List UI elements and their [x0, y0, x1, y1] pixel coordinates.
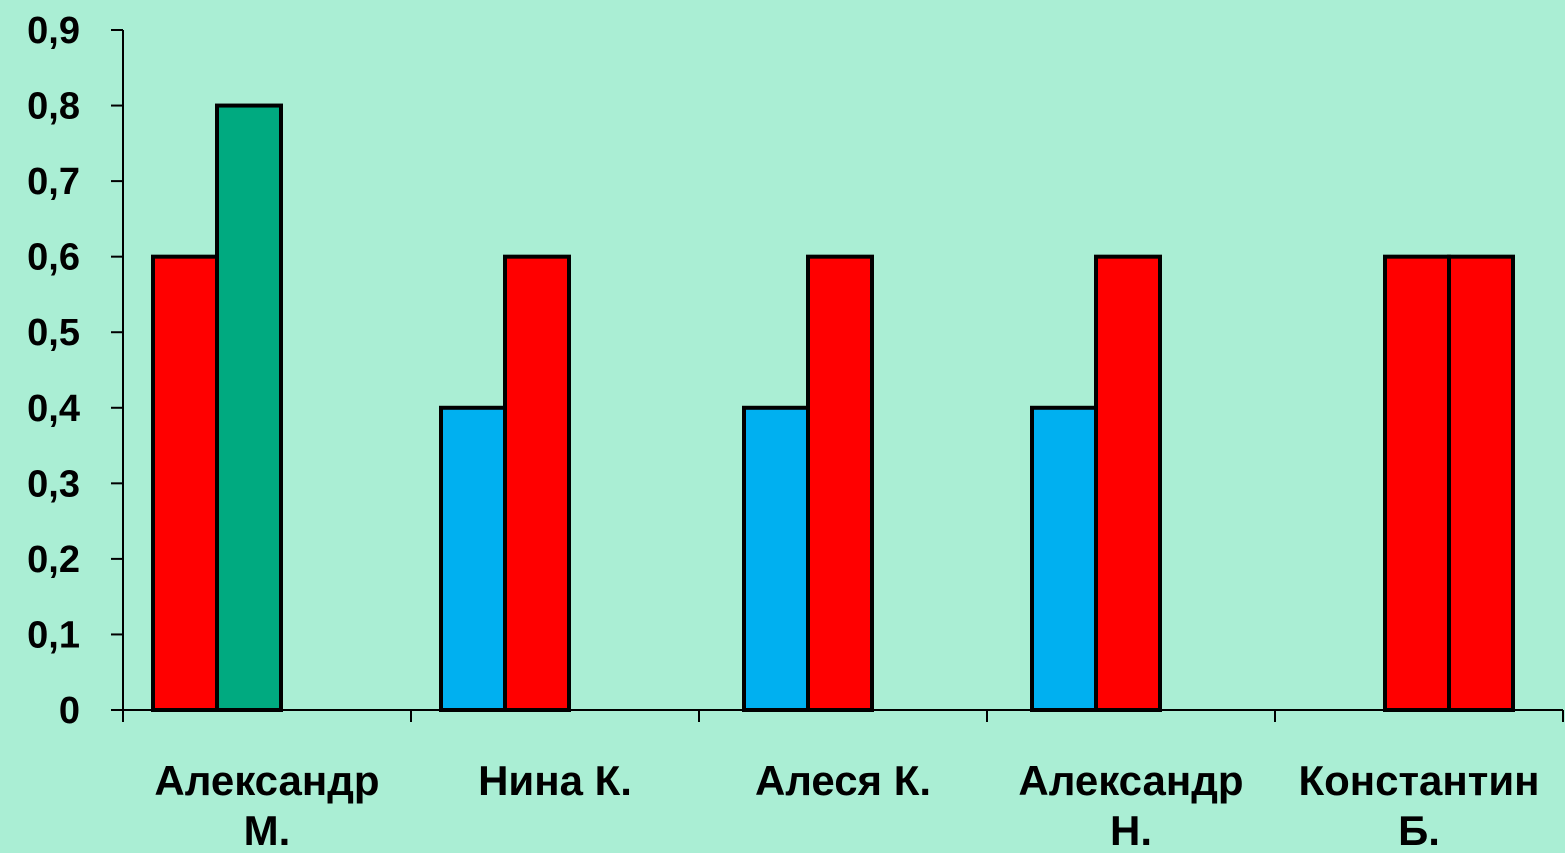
y-tick-label: 0 [59, 690, 80, 732]
category-label: Б. [1398, 807, 1440, 853]
bar [806, 254, 874, 712]
bar [439, 405, 507, 712]
y-tick-label: 0,5 [27, 312, 80, 354]
y-tick-label: 0,2 [27, 539, 80, 581]
y-tick-label: 0,9 [27, 10, 80, 52]
category-label: Александр [1018, 757, 1243, 804]
y-tick-label: 0,7 [27, 161, 80, 203]
category-label: Константин [1298, 757, 1539, 804]
bars [151, 103, 1515, 713]
bar [151, 254, 219, 712]
category-label: М. [244, 807, 291, 853]
bar [1030, 405, 1098, 712]
category-label: Алеся К. [755, 757, 931, 804]
category-label: Н. [1110, 807, 1152, 853]
bar [503, 254, 571, 712]
bar [1383, 254, 1451, 712]
category-label: Александр [154, 757, 379, 804]
y-tick-label: 0,1 [27, 614, 80, 656]
y-tick-label: 0,8 [27, 86, 80, 128]
bar [1094, 254, 1162, 712]
bar [215, 103, 283, 713]
y-tick-label: 0,6 [27, 237, 80, 279]
bar [742, 405, 810, 712]
y-tick-label: 0,4 [27, 388, 80, 430]
bar [1447, 254, 1515, 712]
y-tick-label: 0,3 [27, 463, 80, 505]
category-label: Нина К. [478, 757, 632, 804]
y-axis: 0 0,1 0,2 0,3 0,4 0,5 0,6 0,7 0,8 0,9 [27, 10, 124, 732]
